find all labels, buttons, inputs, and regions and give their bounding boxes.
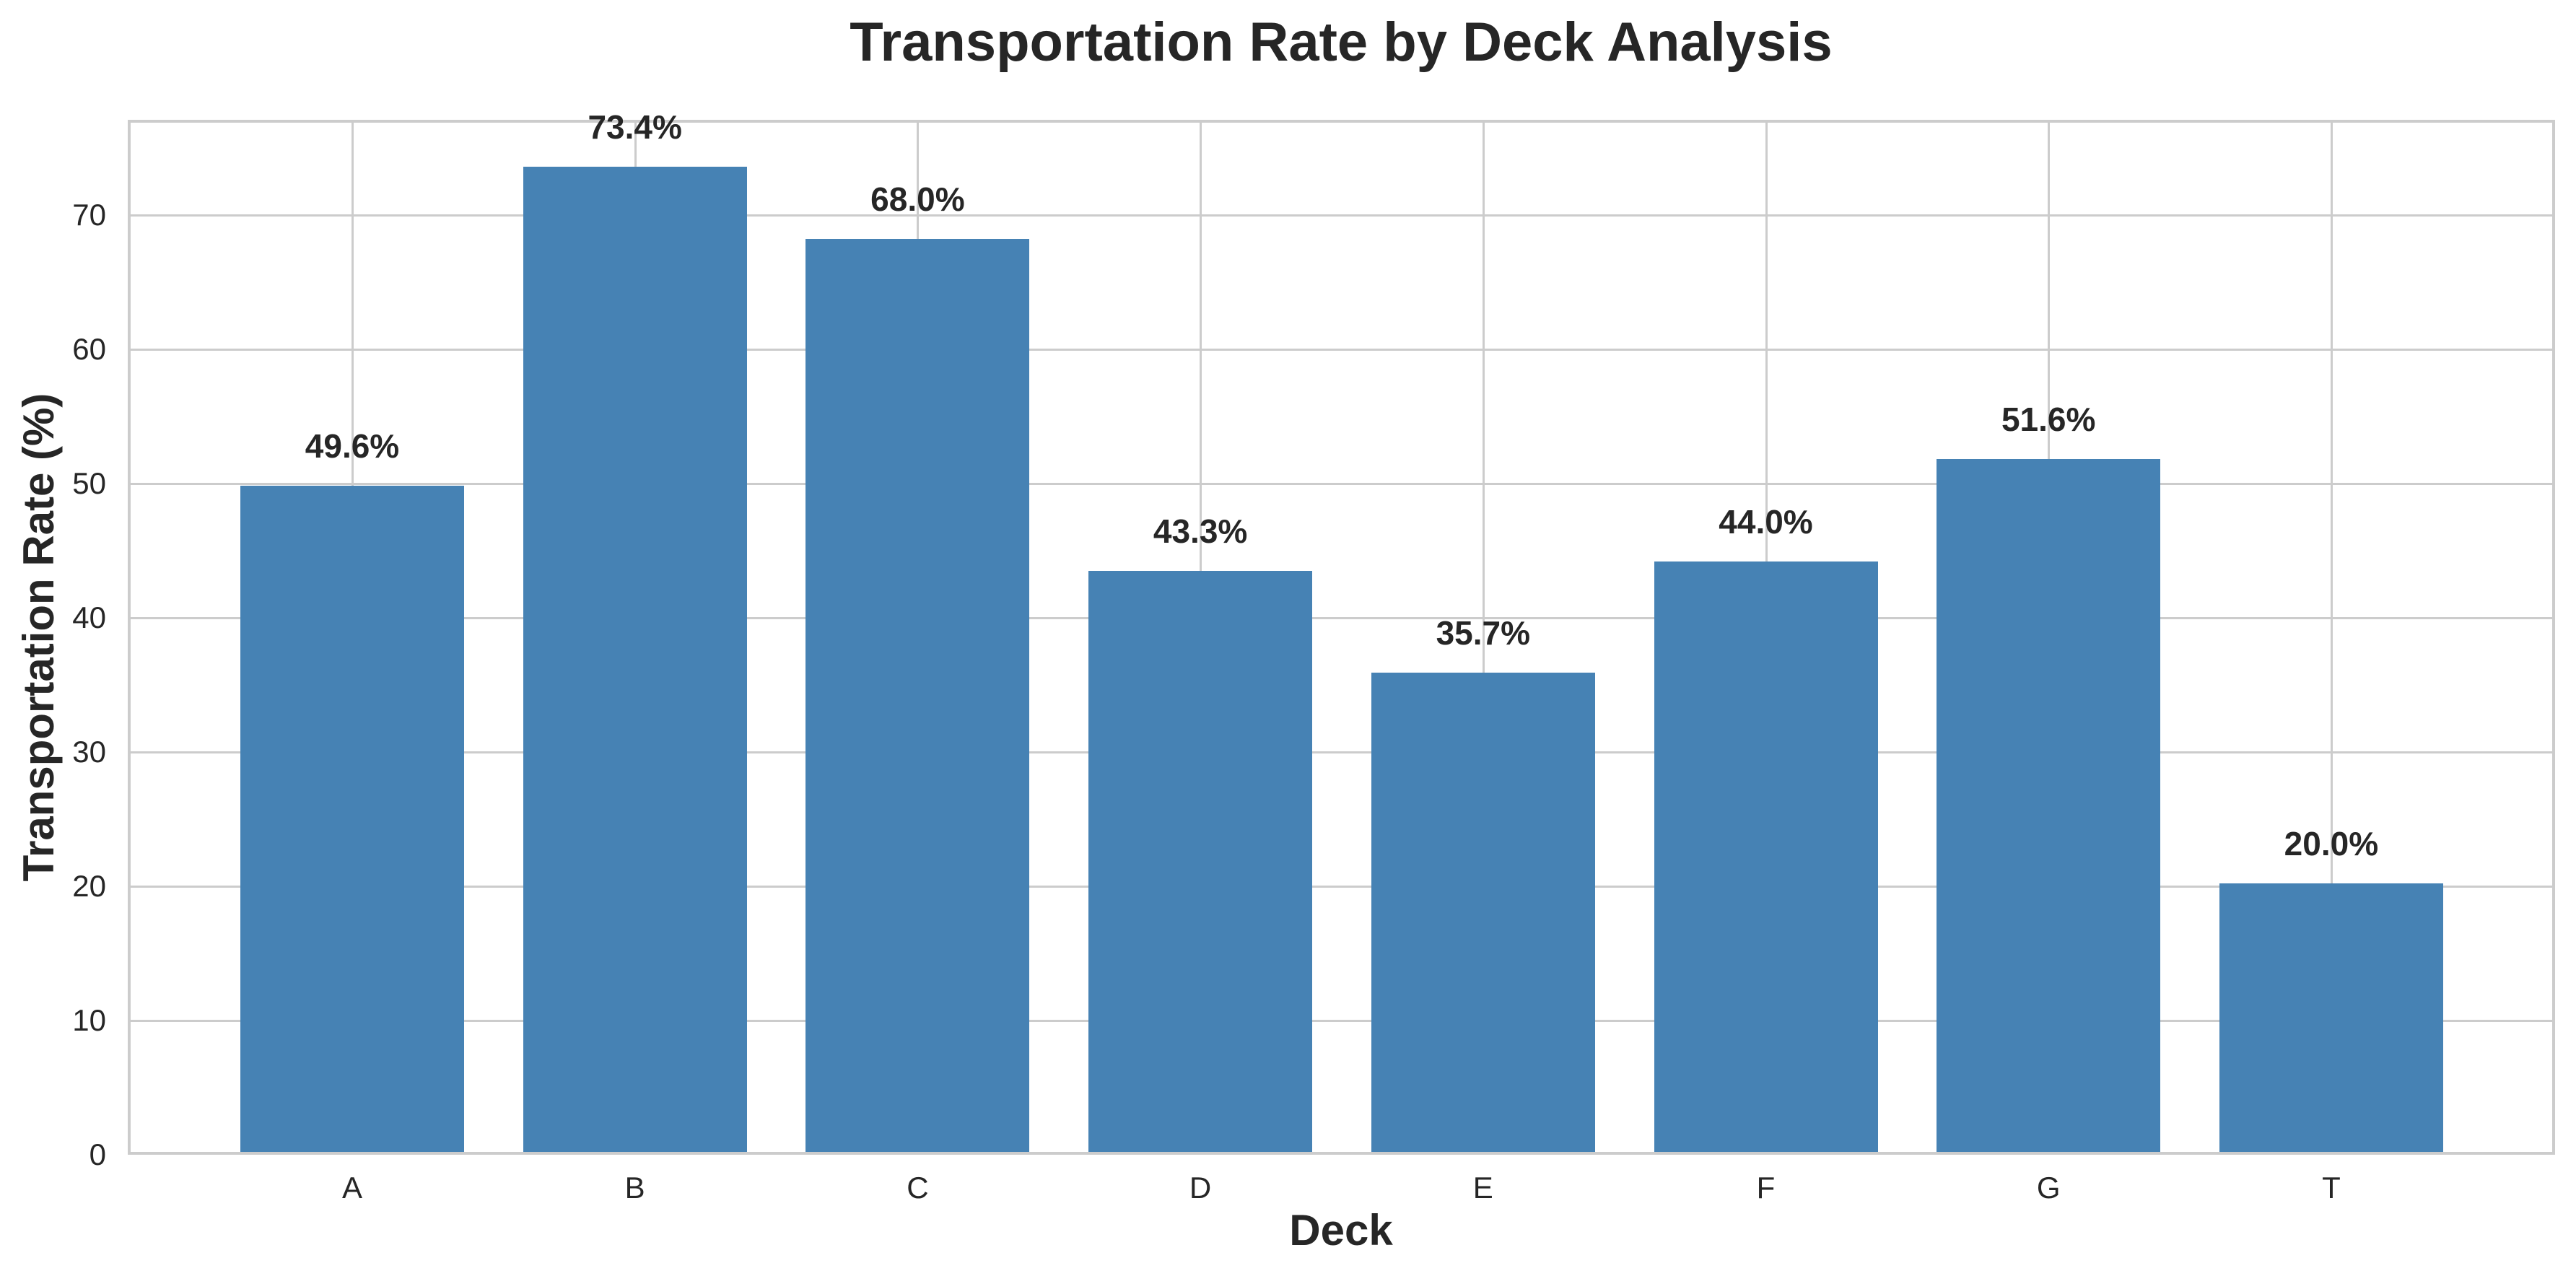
gridline-horizontal bbox=[131, 214, 2552, 217]
x-tick-label: E bbox=[1472, 1171, 1493, 1205]
bar-B bbox=[523, 166, 747, 1152]
gridline-vertical bbox=[1482, 123, 1485, 1152]
y-tick-label: 70 bbox=[72, 198, 106, 232]
bar-value-label: 68.0% bbox=[870, 180, 965, 219]
bar-E bbox=[1371, 673, 1595, 1152]
y-tick-label: 40 bbox=[72, 600, 106, 635]
y-tick-label: 20 bbox=[72, 869, 106, 904]
gridline-horizontal bbox=[131, 617, 2552, 620]
gridline-horizontal bbox=[131, 349, 2552, 351]
x-axis-label: Deck bbox=[1289, 1206, 1393, 1254]
bar-G bbox=[1937, 459, 2161, 1152]
chart-title: Transportation Rate by Deck Analysis bbox=[850, 12, 1833, 73]
bar-D bbox=[1088, 570, 1313, 1152]
bar-C bbox=[805, 239, 1030, 1152]
plot-area: 49.6% 73.4% 68.0% 43.3% 35.7% 44.0% 51.6% 20.0% bbox=[128, 109, 2555, 1155]
x-tick-label: D bbox=[1189, 1171, 1212, 1205]
bar-value-label: 44.0% bbox=[1719, 502, 1813, 541]
x-tick-label: F bbox=[1756, 1171, 1776, 1205]
y-tick-label: 0 bbox=[89, 1137, 106, 1171]
y-tick-label: 10 bbox=[72, 1003, 106, 1037]
gridline-horizontal bbox=[131, 483, 2552, 486]
bar-value-label: 51.6% bbox=[2001, 401, 2096, 439]
bar-value-label: 49.6% bbox=[305, 427, 400, 466]
gridline-vertical bbox=[2330, 123, 2333, 1152]
gridline-horizontal bbox=[131, 751, 2552, 754]
bar-A bbox=[240, 486, 464, 1152]
x-tick-label: B bbox=[624, 1171, 645, 1205]
gridline-horizontal bbox=[131, 886, 2552, 888]
bar-value-label: 35.7% bbox=[1436, 614, 1531, 652]
bar-value-label: 73.4% bbox=[588, 108, 682, 146]
y-tick-label: 60 bbox=[72, 332, 106, 367]
bar-F bbox=[1654, 561, 1878, 1152]
y-tick-label: 50 bbox=[72, 466, 106, 501]
x-tick-label: T bbox=[2322, 1171, 2341, 1205]
y-axis-label: Transportation Rate (%) bbox=[14, 393, 63, 882]
y-tick-label: 30 bbox=[72, 735, 106, 769]
bar-value-label: 43.3% bbox=[1153, 512, 1248, 550]
gridline-horizontal bbox=[131, 1020, 2552, 1022]
x-tick-label: A bbox=[341, 1171, 362, 1205]
bar-value-label: 20.0% bbox=[2284, 825, 2379, 862]
x-tick-label: C bbox=[907, 1171, 929, 1205]
bar-T bbox=[2219, 883, 2443, 1152]
x-tick-label: G bbox=[2036, 1171, 2061, 1205]
